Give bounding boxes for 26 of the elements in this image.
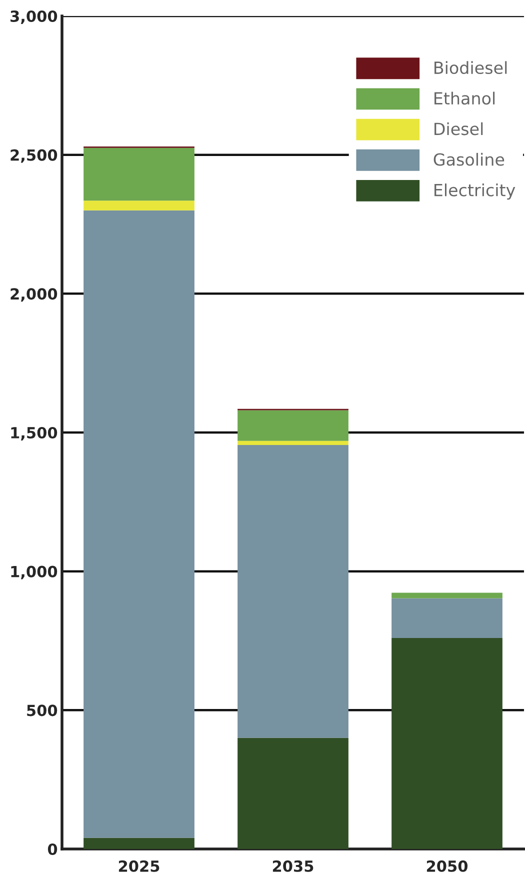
bar (84, 200, 194, 210)
y-tick-label: 2,500 (10, 149, 58, 163)
bar (84, 838, 194, 849)
x-tick-label: 2035 (272, 860, 314, 872)
bar (392, 598, 502, 638)
bar (392, 638, 502, 849)
legend-label: Electricity (434, 183, 516, 200)
bar (238, 410, 348, 441)
y-tick-label: 2,000 (10, 288, 58, 302)
bar (238, 440, 348, 445)
legend-label: Gasoline (434, 152, 504, 166)
bar (392, 592, 502, 598)
x-tick-label: 2025 (118, 860, 160, 872)
legend-label: Biodiesel (434, 61, 507, 74)
y-tick-label: 0 (48, 843, 58, 856)
y-tick-label: 3,000 (10, 10, 58, 24)
bar (84, 210, 194, 838)
y-tick-label: 1,500 (11, 426, 58, 440)
bar (238, 738, 348, 849)
y-tick-label: 500 (27, 704, 58, 716)
bar (84, 148, 194, 201)
legend-label: Diesel (434, 122, 483, 136)
y-tick-label: 1,000 (11, 566, 58, 580)
x-tick-label: 2050 (426, 860, 468, 872)
bar (238, 444, 348, 738)
legend-label: Ethanol (434, 92, 495, 105)
